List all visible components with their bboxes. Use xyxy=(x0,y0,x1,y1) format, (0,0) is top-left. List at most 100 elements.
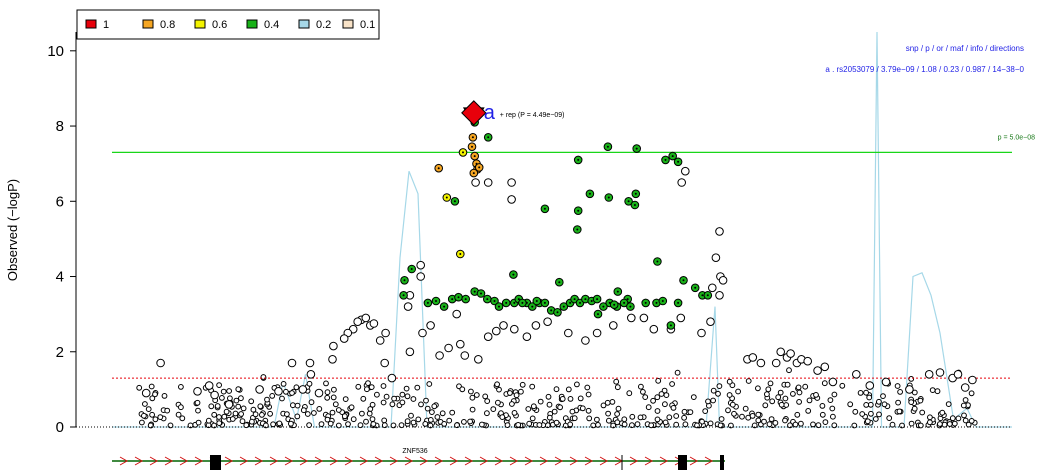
snp-point xyxy=(348,404,355,411)
snp-point xyxy=(590,422,597,429)
snp-point xyxy=(697,328,706,338)
snp-point xyxy=(263,422,269,429)
snp-point xyxy=(233,397,240,404)
snp-point xyxy=(459,386,466,393)
snp-point xyxy=(794,411,801,418)
snp-point xyxy=(772,420,779,426)
snp-point-dot xyxy=(633,204,636,206)
snp-point xyxy=(911,405,918,412)
snp-point xyxy=(471,178,480,187)
snp-point-dot xyxy=(661,300,664,302)
snp-point xyxy=(710,387,717,394)
snp-point xyxy=(756,358,766,368)
snp-point xyxy=(365,380,371,387)
snp-point xyxy=(851,422,858,429)
gene-strand-arrow xyxy=(134,456,144,466)
snp-point xyxy=(403,385,410,392)
snp-point-dot xyxy=(606,145,609,148)
snp-point xyxy=(484,410,490,417)
snp-point xyxy=(316,406,323,412)
snp-point xyxy=(694,422,700,429)
snp-point xyxy=(716,383,723,390)
lead-snp-rep-label: + rep (P = 4.49e−09) xyxy=(500,112,565,119)
snp-point xyxy=(584,384,591,391)
snp-point xyxy=(546,401,553,408)
snp-point xyxy=(469,394,476,401)
gene-strand-arrow xyxy=(464,456,474,466)
gene-strand-arrow xyxy=(434,456,444,466)
snp-point xyxy=(269,393,276,399)
info-header: snp / p / or / maf / info / directions xyxy=(906,44,1024,53)
background-snp-layer xyxy=(136,367,978,429)
snp-point xyxy=(454,422,460,429)
snp-point xyxy=(161,393,168,399)
snp-point-dot xyxy=(701,294,704,297)
snp-point xyxy=(718,416,725,422)
snp-point xyxy=(606,417,612,424)
snp-point xyxy=(726,378,733,385)
snp-point xyxy=(872,416,879,422)
snp-point xyxy=(239,418,246,425)
snp-point xyxy=(819,411,826,418)
snp-point xyxy=(604,399,611,406)
snp-point xyxy=(880,393,886,400)
snp-point xyxy=(211,422,218,429)
snp-point-dot xyxy=(443,305,446,308)
snp-point xyxy=(919,409,926,416)
snp-point xyxy=(585,407,592,414)
snp-point xyxy=(715,390,721,397)
snp-point xyxy=(141,388,151,398)
snp-point xyxy=(427,417,434,423)
snp-point xyxy=(507,390,513,396)
legend-label: 1 xyxy=(103,19,109,31)
snp-point xyxy=(927,419,933,426)
snp-point xyxy=(594,416,600,423)
gene-strand-arrow xyxy=(374,456,384,466)
snp-point xyxy=(886,415,893,422)
snp-point xyxy=(221,413,228,420)
snp-point xyxy=(565,386,572,393)
snp-point xyxy=(782,417,788,424)
snp-point xyxy=(328,355,337,364)
snp-point-dot xyxy=(445,196,448,199)
snp-point xyxy=(827,397,834,404)
snp-point xyxy=(306,380,313,387)
snp-point xyxy=(473,392,480,398)
snp-point xyxy=(435,351,444,360)
snp-point xyxy=(380,399,387,406)
snp-point xyxy=(279,395,285,402)
snp-point-dot xyxy=(590,300,593,302)
snp-point xyxy=(468,388,474,395)
snp-point xyxy=(460,351,470,360)
snp-point xyxy=(342,396,349,403)
snp-point xyxy=(355,383,362,390)
gene-strand-arrow xyxy=(314,456,324,466)
snp-point xyxy=(141,412,147,419)
exon-block xyxy=(210,455,221,470)
snp-point xyxy=(329,341,338,351)
snp-point xyxy=(687,409,694,416)
snp-point xyxy=(467,418,474,425)
snp-point-dot xyxy=(472,172,475,175)
snp-point xyxy=(380,383,387,389)
snp-point xyxy=(949,415,956,422)
snp-point xyxy=(252,411,259,418)
snp-point xyxy=(627,313,636,323)
gene-name: ZNF536 xyxy=(402,448,427,455)
snp-point-dot xyxy=(471,136,474,139)
snp-point xyxy=(662,419,669,426)
snp-point xyxy=(847,401,854,408)
snp-point xyxy=(494,381,501,388)
snp-point xyxy=(939,409,946,416)
snp-point xyxy=(613,378,620,385)
snp-point xyxy=(863,402,870,408)
snp-point xyxy=(708,283,717,293)
snp-point-dot xyxy=(677,160,680,163)
snp-point-dot xyxy=(656,260,659,263)
snp-point xyxy=(899,422,905,429)
snp-point xyxy=(270,421,277,428)
snp-point xyxy=(615,405,622,412)
snp-point xyxy=(961,412,967,419)
lead-snp-marker-label: a xyxy=(484,102,496,124)
snp-point xyxy=(405,347,415,357)
